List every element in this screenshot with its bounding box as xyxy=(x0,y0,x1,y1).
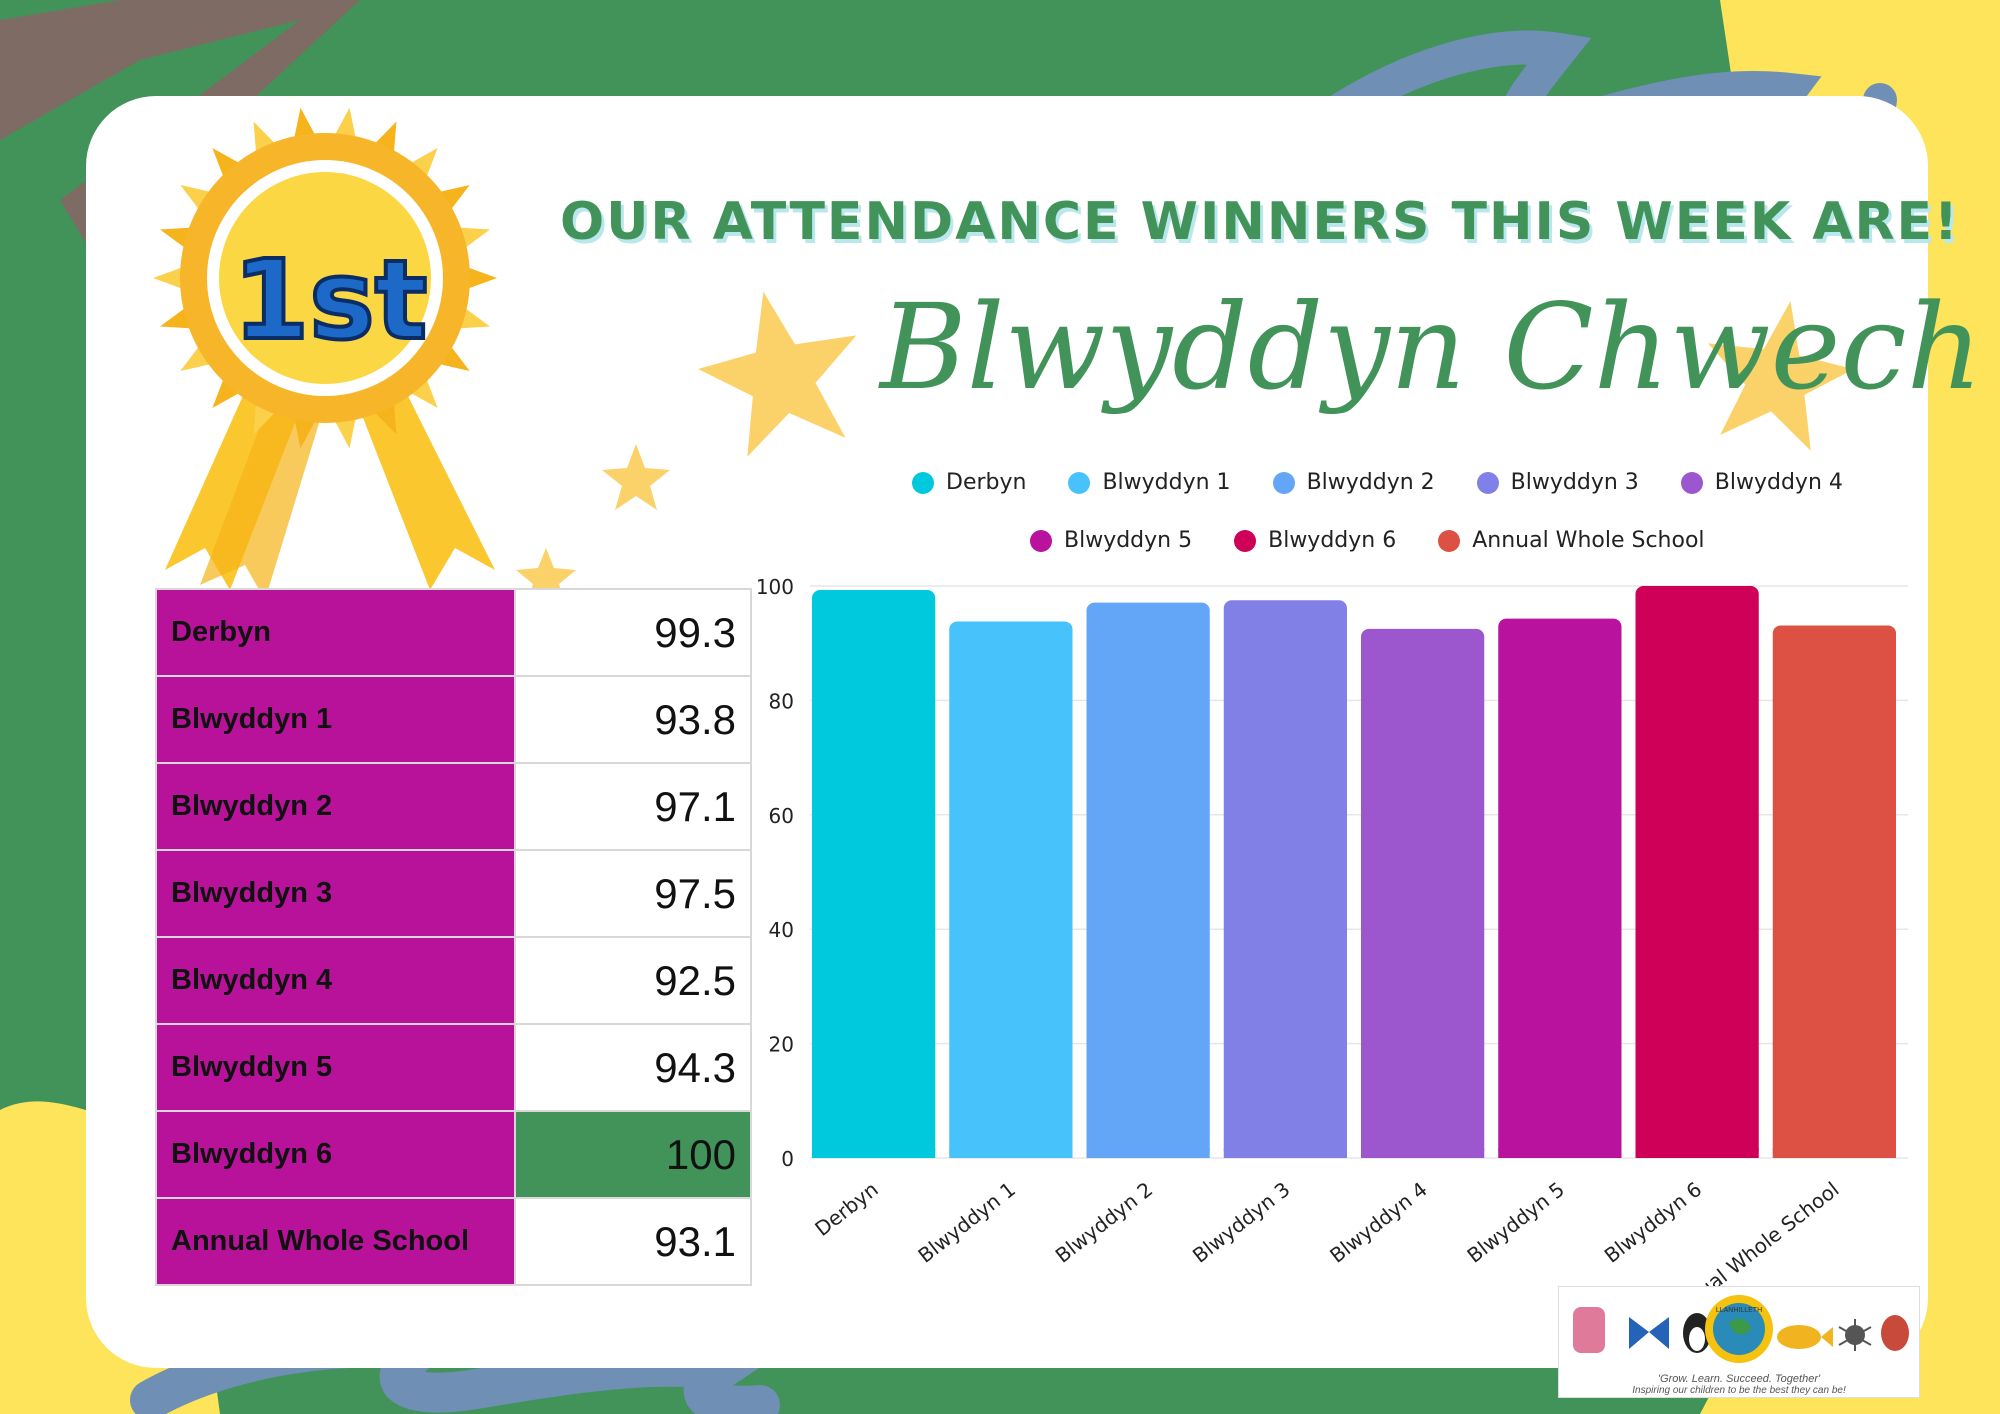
y-tick-label: 40 xyxy=(769,918,794,942)
table-row: Annual Whole School 93.1 xyxy=(155,1197,752,1286)
legend-label: Blwyddyn 6 xyxy=(1268,528,1397,553)
attendance-value-cell: 94.3 xyxy=(514,1023,752,1112)
legend-item: Derbyn xyxy=(912,470,1026,495)
class-name-cell: Blwyddyn 1 xyxy=(155,675,516,764)
legend-row: Derbyn Blwyddyn 1 Blwyddyn 2 Blwyddyn 3 Blwy… xyxy=(912,470,1885,495)
attendance-value-cell: 100 xyxy=(514,1110,752,1199)
legend-dot-icon xyxy=(1272,471,1295,494)
x-tick-label: Derbyn xyxy=(810,1177,882,1241)
legend-label: Blwyddyn 1 xyxy=(1102,470,1231,495)
class-name-cell: Derbyn xyxy=(155,588,516,677)
legend-item: Blwyddyn 6 xyxy=(1234,528,1396,553)
star-icon xyxy=(1707,301,1854,451)
star-icon xyxy=(698,291,857,457)
class-name-cell: Blwyddyn 2 xyxy=(155,762,516,851)
attendance-value-cell: 93.1 xyxy=(514,1197,752,1286)
mascots-icon xyxy=(1573,1295,1909,1363)
bar-base xyxy=(812,1148,936,1158)
bar xyxy=(949,621,1073,1158)
bar xyxy=(1086,602,1210,1158)
legend-label: Blwyddyn 2 xyxy=(1306,470,1435,495)
legend-label: Blwyddyn 3 xyxy=(1510,470,1639,495)
school-tagline: Inspiring our children to be the best th… xyxy=(1632,1385,1846,1396)
legend-label: Blwyddyn 5 xyxy=(1064,528,1193,553)
y-tick-label: 0 xyxy=(781,1147,794,1171)
attendance-value-cell: 97.1 xyxy=(514,762,752,851)
class-name-cell: Blwyddyn 6 xyxy=(155,1110,516,1199)
attendance-table: Derbyn 99.3 Blwyddyn 1 93.8 Blwyddyn 2 97.1 Bl… xyxy=(155,588,752,1286)
class-name-cell: Annual Whole School xyxy=(155,1197,516,1286)
attendance-value-cell: 99.3 xyxy=(514,588,752,677)
attendance-value-cell: 92.5 xyxy=(514,936,752,1025)
y-tick-label: 20 xyxy=(769,1033,794,1057)
x-tick-label: Blwyddyn 5 xyxy=(1462,1177,1569,1268)
bar xyxy=(1361,628,1485,1158)
bar-base xyxy=(1223,1148,1347,1158)
table-row: Blwyddyn 2 97.1 xyxy=(155,762,752,851)
star-icon xyxy=(602,444,670,510)
legend-dot-icon xyxy=(912,471,934,494)
class-name-cell: Blwyddyn 4 xyxy=(155,936,516,1025)
table-row: Derbyn 99.3 xyxy=(155,588,752,677)
legend-dot-icon xyxy=(1438,529,1461,552)
legend-item: Blwyddyn 2 xyxy=(1272,470,1435,495)
bar-base xyxy=(1772,1148,1896,1158)
class-name-cell: Blwyddyn 5 xyxy=(155,1023,516,1112)
attendance-value-cell: 93.8 xyxy=(514,675,752,764)
legend-dot-icon xyxy=(1680,471,1703,494)
bar xyxy=(812,590,936,1158)
table-row: Blwyddyn 1 93.8 xyxy=(155,675,752,764)
school-motto: 'Grow. Learn. Succeed. Together' xyxy=(1657,1373,1821,1385)
bar xyxy=(1498,618,1622,1158)
legend-row: Blwyddyn 5 Blwyddyn 6 Annual Whole School xyxy=(1030,528,1747,553)
legend-dot-icon xyxy=(1030,529,1052,552)
legend-label: Blwyddyn 4 xyxy=(1714,470,1843,495)
y-tick-label: 80 xyxy=(769,689,794,713)
table-row: Blwyddyn 3 97.5 xyxy=(155,849,752,938)
y-tick-label: 100 xyxy=(756,575,794,599)
legend-item: Blwyddyn 4 xyxy=(1680,470,1843,495)
x-tick-label: Blwyddyn 6 xyxy=(1600,1177,1707,1268)
seal-label: LLANHILLETH xyxy=(1715,1307,1763,1314)
x-tick-label: Blwyddyn 2 xyxy=(1051,1177,1158,1268)
bar-base xyxy=(1498,1148,1622,1158)
table-row: Blwyddyn 4 92.5 xyxy=(155,936,752,1025)
school-badge: LLANHILLETH 'Grow. Learn. Succeed. Toget… xyxy=(1558,1286,1920,1398)
table-row: Blwyddyn 6 100 xyxy=(155,1110,752,1199)
y-tick-label: 60 xyxy=(769,804,794,828)
bar xyxy=(1772,625,1896,1158)
bar xyxy=(1635,586,1759,1158)
star-icon xyxy=(516,548,576,604)
x-tick-label: Blwyddyn 4 xyxy=(1325,1177,1432,1268)
bar-base xyxy=(1635,1148,1759,1158)
legend-item: Blwyddyn 5 xyxy=(1030,528,1192,553)
legend-label: Derbyn xyxy=(946,470,1027,495)
x-tick-label: Blwyddyn 3 xyxy=(1188,1177,1295,1268)
legend-dot-icon xyxy=(1068,471,1091,494)
ribbon-text: 1st xyxy=(233,236,428,364)
legend-label: Annual Whole School xyxy=(1472,528,1705,553)
table-row: Blwyddyn 5 94.3 xyxy=(155,1023,752,1112)
legend-item: Blwyddyn 1 xyxy=(1068,470,1231,495)
headline: OUR ATTENDANCE WINNERS THIS WEEK ARE! xyxy=(560,192,1960,252)
bar-base xyxy=(1086,1148,1210,1158)
x-tick-label: Blwyddyn 1 xyxy=(913,1177,1020,1268)
legend-item: Blwyddyn 3 xyxy=(1476,470,1639,495)
bar-base xyxy=(949,1148,1073,1158)
legend-dot-icon xyxy=(1476,471,1499,494)
bar xyxy=(1223,600,1347,1158)
class-name-cell: Blwyddyn 3 xyxy=(155,849,516,938)
legend-item: Annual Whole School xyxy=(1438,528,1705,553)
bar-base xyxy=(1361,1148,1485,1158)
legend-dot-icon xyxy=(1234,529,1257,552)
attendance-value-cell: 97.5 xyxy=(514,849,752,938)
